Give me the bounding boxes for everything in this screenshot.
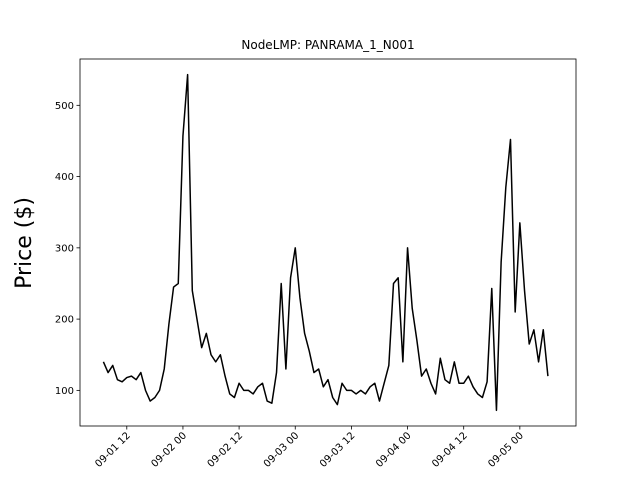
y-tick-label: 100 bbox=[55, 386, 74, 397]
y-tick-label: 300 bbox=[55, 243, 74, 254]
x-tick-label: 09-05 00 bbox=[486, 430, 526, 470]
x-tick-label: 09-04 00 bbox=[374, 430, 414, 470]
price-line bbox=[102, 73, 549, 412]
x-tick-label: 09-01 12 bbox=[93, 430, 133, 470]
x-tick-label: 09-02 12 bbox=[206, 430, 246, 470]
plot-area bbox=[79, 58, 577, 427]
chart-title: NodeLMP: PANRAMA_1_N001 bbox=[241, 38, 414, 52]
x-tick-label: 09-03 12 bbox=[318, 430, 358, 470]
x-tick-label: 09-02 00 bbox=[149, 430, 189, 470]
x-tick-label: 09-03 00 bbox=[262, 430, 302, 470]
x-tick-label: 09-04 12 bbox=[430, 430, 470, 470]
y-tick-label: 400 bbox=[55, 172, 74, 183]
y-axis-label: Price ($) bbox=[12, 197, 37, 289]
y-tick-label: 500 bbox=[55, 101, 74, 112]
y-tick-label: 200 bbox=[55, 315, 74, 326]
